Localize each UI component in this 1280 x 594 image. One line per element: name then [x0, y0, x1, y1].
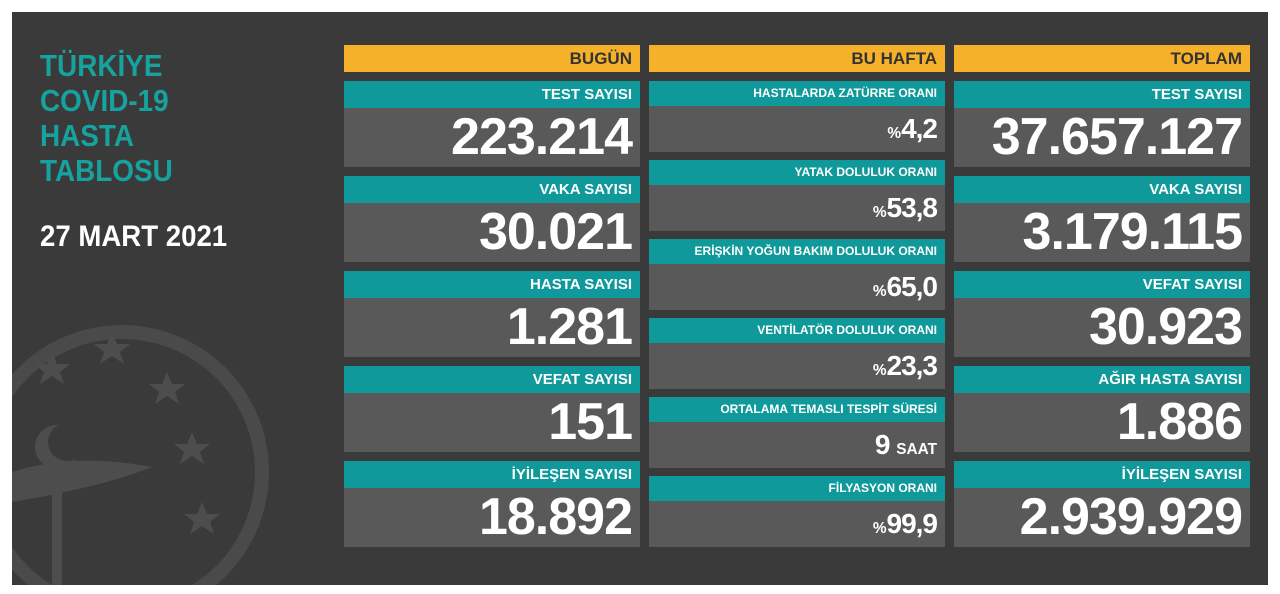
item-value-box: 30.021 — [344, 203, 640, 262]
item-value-box: 9 SAAT — [649, 422, 945, 468]
value-prefix: % — [872, 362, 887, 379]
title-line: COVID-19 — [40, 83, 169, 118]
column-heading: BU HAFTA — [649, 45, 945, 72]
item-value-box: 223.214 — [344, 108, 640, 167]
title-line: HASTA — [40, 118, 135, 153]
item-label: VENTİLATÖR DOLULUK ORANI — [649, 318, 945, 343]
title: TÜRKİYE COVID-19 HASTA TABLOSU — [40, 48, 173, 188]
value: 151 — [548, 393, 633, 451]
value-prefix: % — [872, 283, 887, 300]
value: 53,8 — [886, 192, 938, 223]
value-prefix: % — [872, 520, 887, 537]
item-value-box: 3.179.115 — [954, 203, 1250, 262]
value: 3.179.115 — [1022, 203, 1243, 261]
item-label: TEST SAYISI — [344, 81, 640, 108]
item-value-box: %53,8 — [649, 185, 945, 231]
value-suffix: SAAT — [896, 441, 937, 458]
item-value-box: %23,3 — [649, 343, 945, 389]
title-line: TÜRKİYE — [40, 48, 163, 83]
value: 18.892 — [478, 488, 633, 546]
value: 4,2 — [901, 113, 938, 144]
item-label: İYİLEŞEN SAYISI — [954, 461, 1250, 488]
item-value-box: %4,2 — [649, 106, 945, 152]
item-value-box: 30.923 — [954, 298, 1250, 357]
value: 9 — [874, 429, 891, 460]
value: 223.214 — [451, 108, 633, 166]
item-value-box: 2.939.929 — [954, 488, 1250, 547]
date: 27 MART 2021 — [40, 220, 228, 253]
item-label: TEST SAYISI — [954, 81, 1250, 108]
item-label: ORTALAMA TEMASLI TESPİT SÜRESİ — [649, 397, 945, 422]
item-label: HASTALARDA ZATÜRRE ORANI — [649, 81, 945, 106]
value: 1.281 — [506, 298, 633, 356]
value: 37.657.127 — [991, 108, 1243, 166]
item-label: AĞIR HASTA SAYISI — [954, 366, 1250, 393]
item-value-box: 37.657.127 — [954, 108, 1250, 167]
item-value-box: 18.892 — [344, 488, 640, 547]
item-value-box: 1.886 — [954, 393, 1250, 452]
value: 99,9 — [886, 508, 938, 539]
item-value-box: %65,0 — [649, 264, 945, 310]
value: 30.021 — [478, 203, 633, 261]
item-label: ERİŞKİN YOĞUN BAKIM DOLULUK ORANI — [649, 239, 945, 264]
value-prefix: % — [887, 125, 902, 142]
item-label: VAKA SAYISI — [344, 176, 640, 203]
value: 1.886 — [1116, 393, 1243, 451]
item-label: İYİLEŞEN SAYISI — [344, 461, 640, 488]
value: 23,3 — [886, 350, 938, 381]
item-label: FİLYASYON ORANI — [649, 476, 945, 501]
panel: TÜRKİYE COVID-19 HASTA TABLOSU 27 MART 2021… — [12, 12, 1268, 585]
item-label: YATAK DOLULUK ORANI — [649, 160, 945, 185]
item-label: VAKA SAYISI — [954, 176, 1250, 203]
item-label: VEFAT SAYISI — [344, 366, 640, 393]
item-value-box: 151 — [344, 393, 640, 452]
emblem — [12, 325, 269, 585]
value-prefix: % — [872, 204, 887, 221]
column-heading: TOPLAM — [954, 45, 1250, 72]
item-value-box: %99,9 — [649, 501, 945, 547]
value: 65,0 — [886, 271, 938, 302]
value: 30.923 — [1088, 298, 1243, 356]
title-line: TABLOSU — [40, 153, 173, 188]
column-heading: BUGÜN — [344, 45, 640, 72]
item-label: VEFAT SAYISI — [954, 271, 1250, 298]
item-value-box: 1.281 — [344, 298, 640, 357]
item-label: HASTA SAYISI — [344, 271, 640, 298]
value: 2.939.929 — [1019, 488, 1243, 546]
